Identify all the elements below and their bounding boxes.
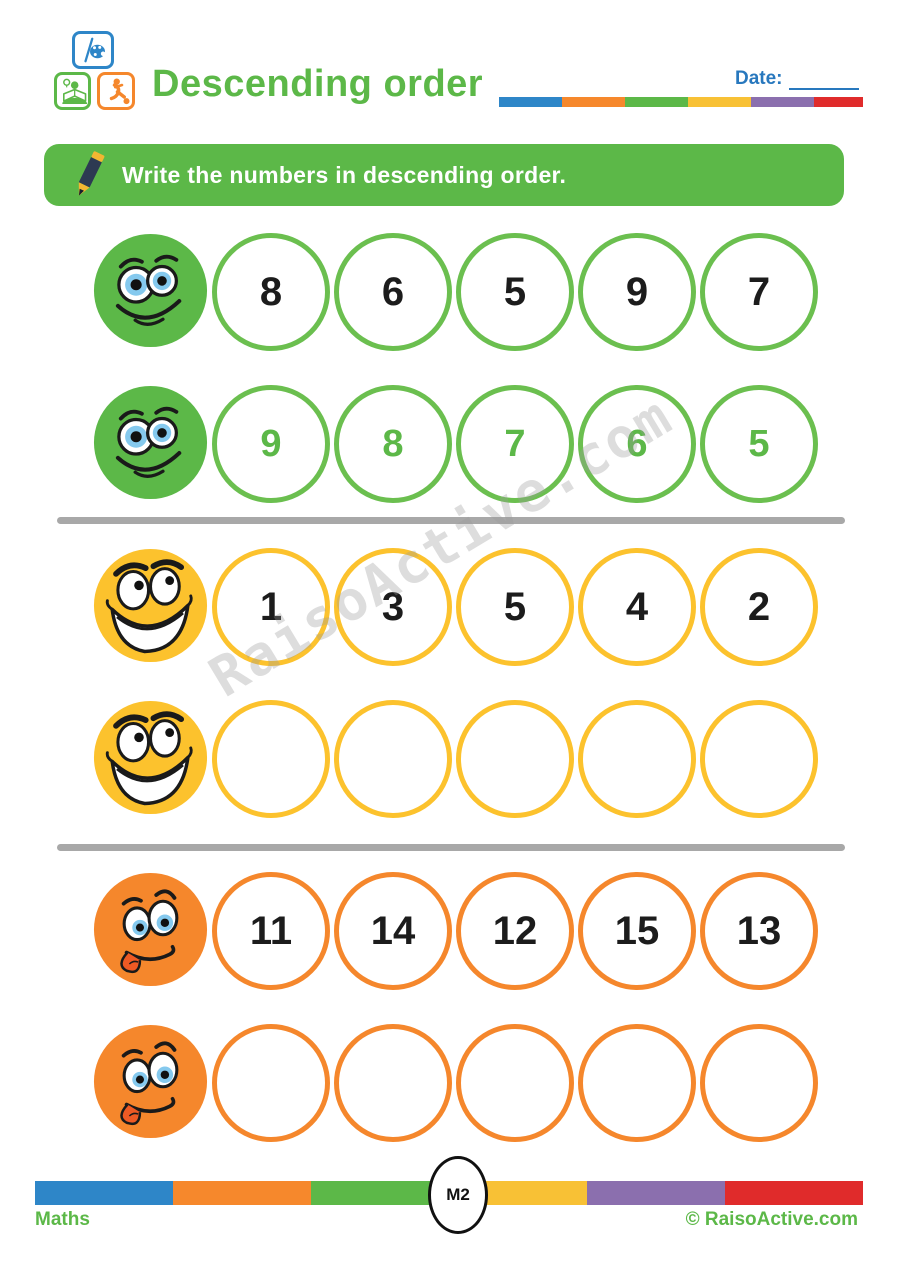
stripe-segment — [813, 97, 863, 107]
paintbrush-palette-icon — [84, 37, 106, 63]
number-circle: 3 — [334, 548, 452, 666]
number-circle: 4 — [578, 548, 696, 666]
subject-label: Maths — [35, 1209, 90, 1230]
section-divider — [57, 844, 845, 851]
date-blank-line[interactable] — [788, 72, 859, 90]
number-circle: 2 — [700, 548, 818, 666]
stripe-segment — [687, 97, 751, 107]
answer-circle[interactable] — [334, 1024, 452, 1142]
answer-circle[interactable] — [212, 700, 330, 818]
yellow-question-row: 1 3 5 4 2 — [93, 548, 818, 666]
answer-circle[interactable] — [456, 700, 574, 818]
orange-smiley-icon — [93, 1024, 208, 1139]
copyright-label: © RaisoActive.com — [685, 1209, 858, 1230]
number-circle: 14 — [334, 872, 452, 990]
orange-question-row: 11 14 12 15 13 — [93, 872, 818, 990]
number-circle: 12 — [456, 872, 574, 990]
number-circle: 7 — [700, 233, 818, 351]
instruction-banner: Write the numbers in descending order. — [44, 144, 844, 206]
stripe-segment — [561, 97, 625, 107]
pencil-icon — [78, 151, 105, 196]
answer-circle[interactable] — [578, 700, 696, 818]
answer-circle[interactable] — [334, 700, 452, 818]
stripe-segment — [499, 97, 562, 107]
green-smiley-icon — [93, 233, 208, 348]
date-field: Date: — [735, 68, 859, 90]
number-circle: 15 — [578, 872, 696, 990]
number-circle: 1 — [212, 548, 330, 666]
answer-circle[interactable] — [700, 1024, 818, 1142]
worksheet-code-badge: M2 — [428, 1156, 488, 1234]
logo-paint-box — [72, 31, 114, 69]
answer-circle: 9 — [212, 385, 330, 503]
green-smiley-icon — [93, 385, 208, 500]
yellow-smiley-icon — [93, 700, 208, 815]
title-underline-stripe — [499, 97, 863, 107]
stripe-segment — [311, 1181, 449, 1205]
logo-sport-box — [97, 72, 135, 110]
instruction-text: Write the numbers in descending order. — [122, 161, 567, 188]
stripe-segment — [173, 1181, 311, 1205]
child-reading-icon — [62, 78, 87, 105]
green-answer-row: 9 8 7 6 5 — [93, 385, 818, 503]
orange-smiley-icon — [93, 872, 208, 987]
footballer-icon — [109, 78, 130, 105]
number-circle: 8 — [212, 233, 330, 351]
answer-circle: 8 — [334, 385, 452, 503]
answer-circle[interactable] — [456, 1024, 574, 1142]
logo-reading-box — [54, 72, 91, 110]
orange-answer-row — [93, 1024, 818, 1142]
number-circle: 5 — [456, 548, 574, 666]
answer-circle[interactable] — [700, 700, 818, 818]
yellow-answer-row — [93, 700, 818, 818]
number-circle: 6 — [334, 233, 452, 351]
yellow-smiley-icon — [93, 548, 208, 663]
stripe-segment — [750, 97, 814, 107]
green-question-row: 8 6 5 9 7 — [93, 233, 818, 351]
answer-circle: 5 — [700, 385, 818, 503]
section-divider — [57, 517, 845, 524]
stripe-segment — [624, 97, 688, 107]
number-circle: 11 — [212, 872, 330, 990]
number-circle: 13 — [700, 872, 818, 990]
answer-circle[interactable] — [578, 1024, 696, 1142]
page-title: Descending order — [152, 63, 484, 105]
stripe-segment — [725, 1181, 863, 1205]
answer-circle[interactable] — [212, 1024, 330, 1142]
answer-circle: 6 — [578, 385, 696, 503]
answer-circle: 7 — [456, 385, 574, 503]
number-circle: 5 — [456, 233, 574, 351]
stripe-segment — [587, 1181, 725, 1205]
number-circle: 9 — [578, 233, 696, 351]
stripe-segment — [35, 1181, 173, 1205]
date-label: Date: — [735, 68, 783, 89]
